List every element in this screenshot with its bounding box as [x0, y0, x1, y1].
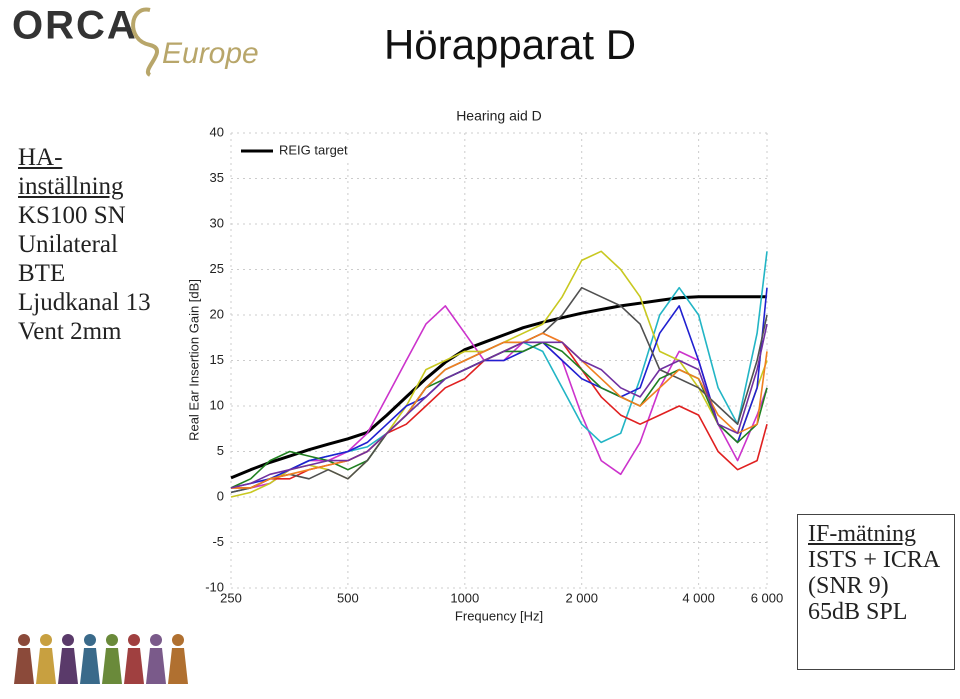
x-tick-label: 4 000	[682, 590, 715, 605]
logo-text: ORCA	[12, 4, 138, 48]
x-axis-label: Frequency [Hz]	[455, 608, 543, 623]
series-line	[230, 295, 767, 480]
settings-line: Unilateral	[18, 231, 118, 258]
settings-line: KS100 SN	[18, 202, 126, 229]
series-line	[231, 332, 768, 489]
measurement-box: IF-mätning ISTS + ICRA (SNR 9) 65dB SPL	[797, 514, 955, 670]
y-tick-label: -5	[212, 534, 224, 549]
settings-line: BTE	[18, 260, 66, 287]
measurement-line: ISTS + ICRA	[808, 547, 941, 573]
y-axis-label: Real Ear Insertion Gain [dB]	[186, 279, 201, 441]
y-tick-label: 30	[210, 215, 224, 230]
logo-subtext: Europe	[162, 37, 259, 70]
series-line	[230, 287, 768, 489]
y-tick-label: -10	[205, 579, 224, 594]
y-tick-label: 20	[210, 306, 224, 321]
y-tick-label: 15	[210, 352, 224, 367]
series-line	[230, 286, 768, 494]
measurement-line: (SNR 9)	[808, 573, 889, 599]
series-line	[230, 323, 768, 489]
people-figures	[14, 634, 188, 684]
y-tick-label: 10	[210, 397, 224, 412]
measurement-heading: IF-mätning	[808, 521, 916, 547]
measurement-line: 65dB SPL	[808, 599, 908, 625]
x-tick-label: 6 000	[751, 590, 784, 605]
y-tick-label: 5	[217, 443, 224, 458]
x-tick-label: 2 000	[565, 590, 598, 605]
settings-box: HA-inställning KS100 SN Unilateral BTE Ljud…	[18, 143, 158, 346]
y-tick-label: 0	[217, 488, 224, 503]
x-tick-label: 1000	[450, 590, 479, 605]
x-tick-label: 500	[337, 590, 359, 605]
x-tick-label: 250	[220, 590, 242, 605]
logo-swirl	[131, 7, 159, 77]
settings-heading: HA-inställning	[18, 144, 124, 200]
y-tick-label: 35	[210, 170, 224, 185]
legend-box	[236, 139, 358, 163]
settings-line: Vent 2mm	[18, 318, 122, 345]
y-tick-label: 25	[210, 261, 224, 276]
chart-title: Hearing aid D	[456, 108, 542, 124]
settings-line: Ljudkanal 13	[18, 289, 151, 316]
y-tick-label: 40	[210, 124, 224, 139]
legend-label: REIG target	[279, 142, 348, 157]
slide-title: Hörapparat D	[384, 21, 636, 68]
